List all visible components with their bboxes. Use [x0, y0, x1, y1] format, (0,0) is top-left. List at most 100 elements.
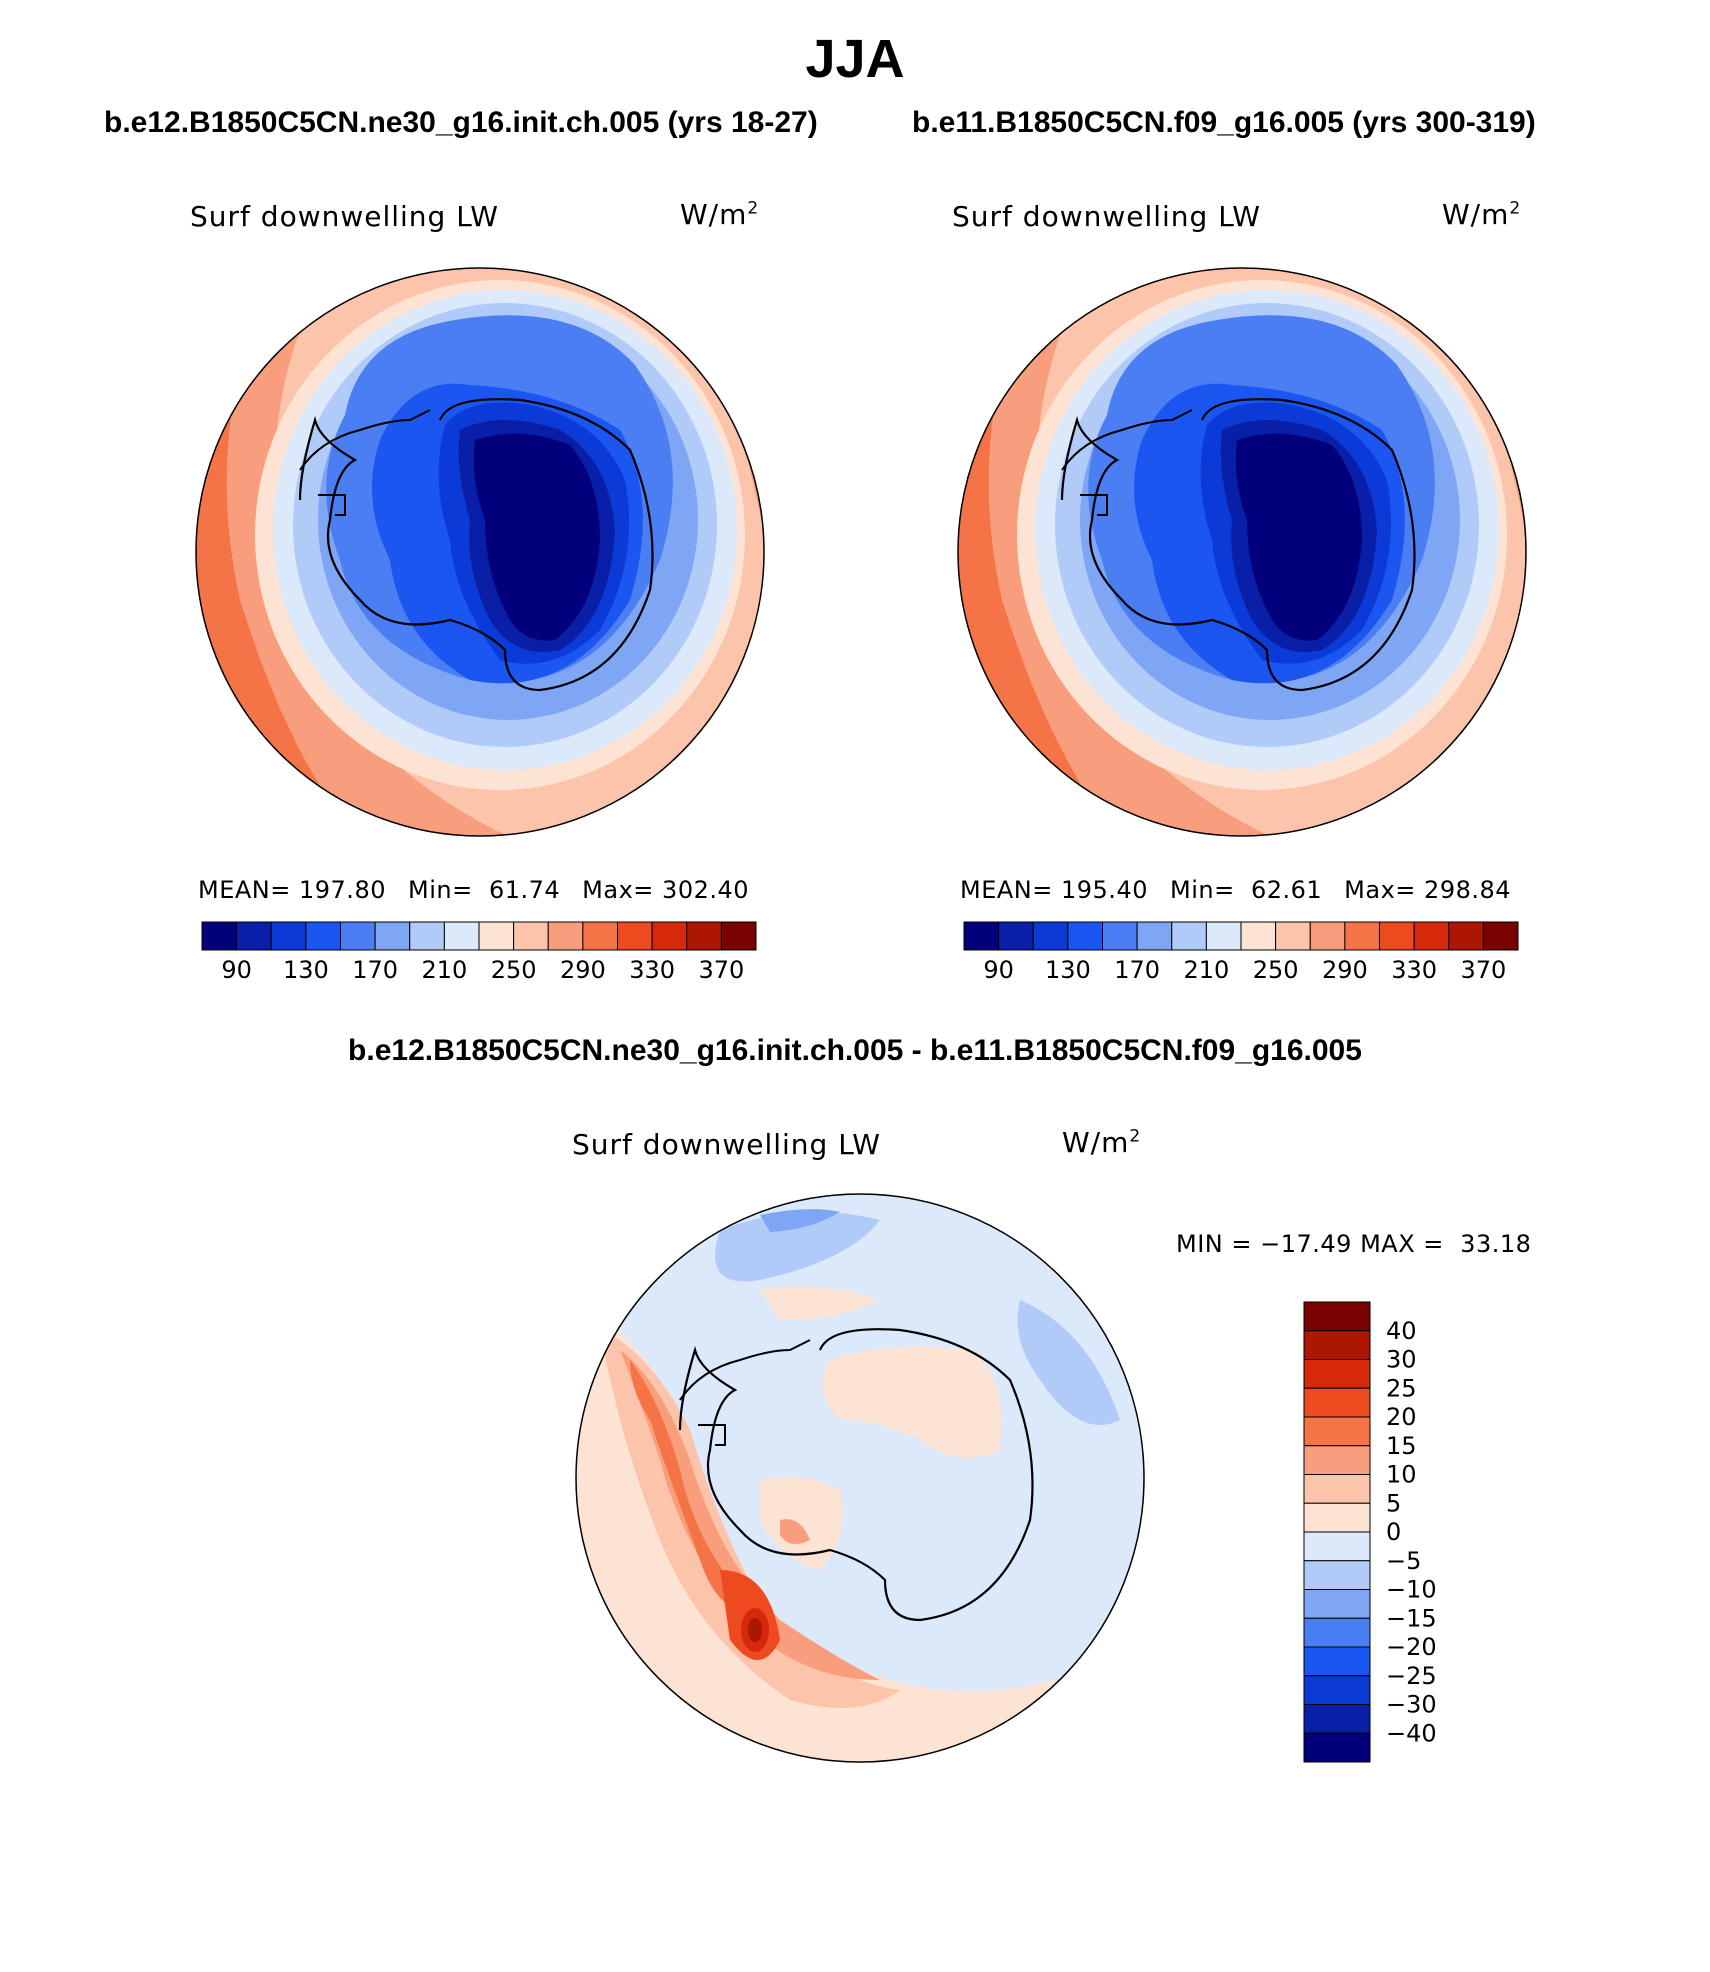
- colorbar-swatch: [1303, 1704, 1371, 1734]
- colorbar-tick-label: −10: [1386, 1576, 1437, 1604]
- colorbar-tick-label: 290: [1322, 956, 1368, 984]
- max-value-right: 298.84: [1424, 876, 1512, 904]
- variable-label-diff: Surf downwelling LW: [572, 1128, 881, 1161]
- colorbar-left: 90 130 170 210 250 290 330 370: [201, 921, 757, 984]
- case-title-left: b.e12.B1850C5CN.ne30_g16.init.ch.005 (yr…: [104, 106, 818, 139]
- colorbar-swatch: [1275, 921, 1311, 951]
- min-value-left: 61.74: [488, 876, 561, 904]
- stats-diff: MIN = −17.49 MAX = 33.18: [1176, 1230, 1532, 1258]
- colorbar-swatch: [374, 921, 411, 951]
- colorbar-tick-label: 330: [1391, 956, 1437, 984]
- map-panel-right: [957, 267, 1527, 837]
- colorbar-swatch: [1136, 921, 1173, 951]
- colorbar-tick-label: 170: [1114, 956, 1160, 984]
- colorbar-swatch: [1303, 1474, 1371, 1504]
- stats-left: MEAN= 197.80 Min= 61.74 Max= 302.40: [198, 876, 750, 904]
- colorbar-tick-label: 210: [421, 956, 467, 984]
- colorbar-tick-label: −5: [1386, 1547, 1421, 1575]
- colorbar-swatch: [1303, 1589, 1371, 1619]
- colorbar-tick-label: 20: [1386, 1403, 1417, 1431]
- colorbar-tick-label: 250: [491, 956, 537, 984]
- max-value-left: 302.40: [662, 876, 750, 904]
- colorbar-swatch: [1303, 1416, 1371, 1447]
- variable-label-left: Surf downwelling LW: [190, 200, 499, 233]
- colorbar-tick-label: −20: [1386, 1633, 1437, 1661]
- colorbar-swatch: [236, 921, 272, 951]
- colorbar-tick-label: 370: [698, 956, 744, 984]
- colorbar-swatch: [1240, 921, 1277, 951]
- colorbar-swatch: [998, 921, 1034, 951]
- colorbar-tick-label: 0: [1386, 1518, 1401, 1546]
- colorbar-tick-label: 170: [352, 956, 398, 984]
- colorbar-tick-label: −30: [1386, 1691, 1437, 1719]
- colorbar-tick-label: 90: [221, 956, 252, 984]
- colorbar-swatch: [443, 921, 480, 951]
- colorbar-swatch: [1067, 921, 1103, 951]
- min-value-diff: −17.49: [1260, 1230, 1352, 1258]
- colorbar-tick-label: 30: [1386, 1346, 1417, 1374]
- colorbar-swatch: [409, 921, 445, 951]
- figure-title: JJA: [805, 29, 905, 89]
- units-label-diff: W/m2: [1062, 1126, 1142, 1159]
- colorbar-tick-label: 210: [1183, 956, 1229, 984]
- colorbar-swatch: [305, 921, 341, 951]
- colorbar-swatch: [1032, 921, 1069, 951]
- difference-title: b.e12.B1850C5CN.ne30_g16.init.ch.005 - b…: [348, 1034, 1362, 1067]
- colorbar-swatch: [513, 921, 549, 951]
- map-panel-left: [195, 267, 765, 837]
- colorbar-tick-label: −15: [1386, 1604, 1437, 1632]
- units-label-right: W/m2: [1442, 198, 1522, 231]
- colorbar-swatch: [1309, 921, 1346, 951]
- colorbar-tick-label: 90: [983, 956, 1014, 984]
- colorbar-swatch: [686, 921, 722, 951]
- colorbar-tick-label: −25: [1386, 1662, 1437, 1690]
- colorbar-swatch: [1303, 1646, 1371, 1677]
- colorbar-swatch: [963, 921, 1000, 951]
- colorbar-swatch: [1303, 1359, 1371, 1389]
- colorbar-swatch: [201, 921, 238, 951]
- colorbar-tick-label: 40: [1386, 1317, 1417, 1345]
- colorbar-swatch: [270, 921, 307, 951]
- colorbar-swatch: [1379, 921, 1415, 951]
- colorbar-swatch: [1413, 921, 1450, 951]
- colorbar-swatch: [1303, 1301, 1371, 1332]
- colorbar-swatch: [547, 921, 584, 951]
- stats-right: MEAN= 195.40 Min= 62.61 Max= 298.84: [960, 876, 1512, 904]
- colorbar-swatch: [1303, 1617, 1371, 1648]
- colorbar-swatch: [720, 921, 757, 951]
- min-value-right: 62.61: [1250, 876, 1323, 904]
- colorbar-swatch: [1303, 1445, 1371, 1475]
- colorbar-swatch: [582, 921, 618, 951]
- colorbar-swatch: [1303, 1560, 1371, 1590]
- colorbar-swatch: [617, 921, 653, 951]
- colorbar-swatch: [1303, 1732, 1371, 1763]
- colorbar-tick-label: 10: [1386, 1461, 1417, 1489]
- colorbar-swatch: [1303, 1330, 1371, 1360]
- colorbar-swatch: [651, 921, 688, 951]
- mean-value-left: 197.80: [299, 876, 386, 904]
- colorbar-tick-label: 5: [1386, 1489, 1401, 1517]
- colorbar-tick-label: 25: [1386, 1374, 1417, 1402]
- colorbar-swatch: [1171, 921, 1207, 951]
- colorbar-swatch: [1482, 921, 1519, 951]
- colorbar-right: 90 130 170 210 250 290 330 370: [963, 921, 1519, 984]
- mean-value-right: 195.40: [1061, 876, 1148, 904]
- colorbar-tick-label: 370: [1460, 956, 1506, 984]
- colorbar-swatch: [1205, 921, 1242, 951]
- colorbar-swatch: [1303, 1675, 1371, 1705]
- variable-label-right: Surf downwelling LW: [952, 200, 1261, 233]
- colorbar-tick-label: −40: [1386, 1719, 1437, 1747]
- units-label-left: W/m2: [680, 198, 760, 231]
- case-title-right: b.e11.B1850C5CN.f09_g16.005 (yrs 300-319…: [912, 106, 1536, 139]
- colorbar-swatch: [1303, 1502, 1371, 1533]
- colorbar-tick-label: 290: [560, 956, 606, 984]
- colorbar-tick-label: 130: [1045, 956, 1091, 984]
- colorbar-swatch: [340, 921, 376, 951]
- colorbar-swatch: [478, 921, 515, 951]
- max-value-diff: 33.18: [1460, 1230, 1532, 1258]
- colorbar-tick-label: 330: [629, 956, 675, 984]
- colorbar-swatch: [1344, 921, 1380, 951]
- colorbar-swatch: [1303, 1531, 1371, 1562]
